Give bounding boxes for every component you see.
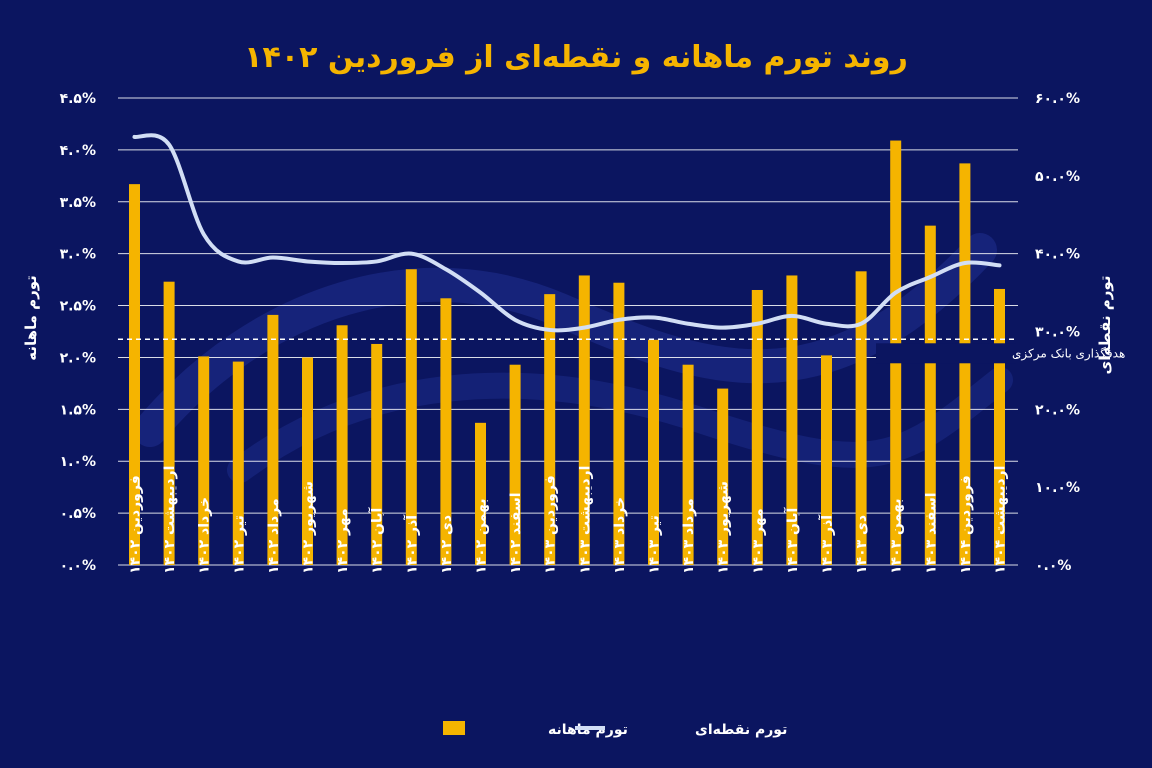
legend-line-label: تورم نقطه‌ای xyxy=(695,722,787,738)
bar xyxy=(578,275,590,565)
bar xyxy=(821,355,832,565)
x-category-label: آبان ۱۴۰۲ xyxy=(368,506,386,574)
y-right-tick-label: ۱۰.۰% xyxy=(1035,480,1080,496)
y-axis-left-title: تورم ماهانه xyxy=(22,275,40,361)
line-path xyxy=(132,133,1002,333)
bar xyxy=(371,343,383,565)
bar xyxy=(405,269,417,565)
bar xyxy=(440,298,452,565)
y-left-tick-label: ۴.۵% xyxy=(60,91,96,107)
x-category-label: آذر ۱۴۰۳ xyxy=(818,514,836,574)
bar xyxy=(544,294,556,565)
target-line-group: هدفگذاری بانک مرکزی xyxy=(118,338,1125,364)
x-category-label: اسفند ۱۴۰۳ xyxy=(923,492,939,574)
y-right-tick-label: ۲۰.۰% xyxy=(1035,402,1080,418)
y-right-tick-label: ۳۰.۰% xyxy=(1035,325,1080,341)
x-category-label: دی ۱۴۰۳ xyxy=(854,515,870,574)
bar xyxy=(682,364,694,565)
x-category-label: مهر ۱۴۰۲ xyxy=(335,508,351,574)
bar xyxy=(717,388,729,565)
x-category-label: مرداد ۱۴۰۳ xyxy=(681,498,697,574)
x-category-label: بهمن ۱۴۰۲ xyxy=(474,498,490,574)
x-category-label: دی ۱۴۰۲ xyxy=(439,515,455,574)
bar xyxy=(267,314,279,565)
x-category-label: فروردین ۱۴۰۳ xyxy=(543,475,559,574)
x-category-label: آبان ۱۴۰۳ xyxy=(783,506,801,574)
bar xyxy=(959,163,971,565)
y-axis-right-title: تورم نقطه‌ای xyxy=(1096,276,1114,375)
y-axis-left: ۰.۰% ۰.۵% ۱.۰% ۱.۵% ۲.۰% ۲.۵% ۳.۰% ۳.۵% ۴.۰% ۴.۵% xyxy=(60,91,96,574)
bar xyxy=(198,356,210,565)
y-right-tick-label: ۴۰.۰% xyxy=(1035,247,1080,263)
x-category-label: خرداد ۱۴۰۲ xyxy=(197,497,213,574)
bar xyxy=(163,281,175,565)
y-left-tick-label: ۰.۰% xyxy=(60,558,96,574)
y-left-tick-label: ۲.۰% xyxy=(60,350,96,366)
bar xyxy=(475,422,486,565)
x-category-label: خرداد ۱۴۰۳ xyxy=(612,497,628,574)
x-category-label: بهمن ۱۴۰۳ xyxy=(889,498,905,574)
x-category-label: آذر ۱۴۰۲ xyxy=(402,514,420,574)
y-right-tick-label: ۵۰.۰% xyxy=(1035,169,1080,185)
x-category-label: اسفند ۱۴۰۲ xyxy=(508,492,524,574)
x-category-label: مرداد ۱۴۰۲ xyxy=(266,498,282,574)
legend-bar-swatch xyxy=(443,721,465,735)
x-category-label: شهریور ۱۴۰۳ xyxy=(716,481,732,574)
bar xyxy=(924,225,936,565)
x-category-label: تیر ۱۴۰۲ xyxy=(231,515,247,574)
y-left-tick-label: ۱.۵% xyxy=(60,402,96,418)
y-left-tick-label: ۳.۵% xyxy=(60,195,96,211)
bar xyxy=(855,271,867,565)
bar xyxy=(509,364,521,565)
x-category-label: اردیبهشت ۱۴۰۲ xyxy=(162,466,178,574)
y-left-tick-label: ۰.۵% xyxy=(60,506,96,522)
target-line-label: هدفگذاری بانک مرکزی xyxy=(1012,346,1125,361)
y-right-tick-label: ۶۰.۰% xyxy=(1035,91,1080,107)
chart-title: روند تورم ماهانه و نقطه‌ای از فروردین ۱۴… xyxy=(244,40,908,75)
y-right-tick-label: ۰.۰% xyxy=(1035,558,1071,574)
y-axis-right: ۰.۰% ۱۰.۰% ۲۰.۰% ۳۰.۰% ۴۰.۰% ۵۰.۰% ۶۰.۰% xyxy=(1035,91,1080,574)
bar xyxy=(302,357,313,565)
x-category-label: فروردین ۱۴۰۲ xyxy=(128,475,144,574)
x-category-label: فروردین ۱۴۰۴ xyxy=(958,475,974,574)
bar xyxy=(129,184,140,565)
x-category-label: اردیبهشت ۱۴۰۳ xyxy=(577,466,593,574)
y-left-tick-label: ۱.۰% xyxy=(60,454,96,470)
legend: تورم ماهانه تورم نقطه‌ای xyxy=(443,721,787,738)
bar xyxy=(751,289,763,565)
bar xyxy=(613,282,625,565)
bars xyxy=(129,140,1005,565)
target-label-bg xyxy=(876,343,1016,364)
bar xyxy=(786,275,798,565)
x-axis-categories: فروردین ۱۴۰۲ اردیبهشت ۱۴۰۲ خرداد ۱۴۰۲ تیر ۱… xyxy=(128,466,1009,574)
x-category-label: مهر ۱۴۰۳ xyxy=(750,508,766,574)
y-left-tick-label: ۳.۰% xyxy=(60,247,96,263)
x-category-label: تیر ۱۴۰۳ xyxy=(647,515,663,574)
x-category-label: شهریور ۱۴۰۲ xyxy=(301,481,317,574)
line-series xyxy=(132,133,1002,333)
bar xyxy=(648,339,659,565)
y-left-tick-label: ۴.۰% xyxy=(60,143,96,159)
bar xyxy=(336,325,348,565)
y-left-tick-label: ۲.۵% xyxy=(60,299,96,315)
bar xyxy=(232,361,244,565)
x-category-label: اردیبهشت ۱۴۰۴ xyxy=(993,466,1009,574)
bar xyxy=(994,288,1005,565)
